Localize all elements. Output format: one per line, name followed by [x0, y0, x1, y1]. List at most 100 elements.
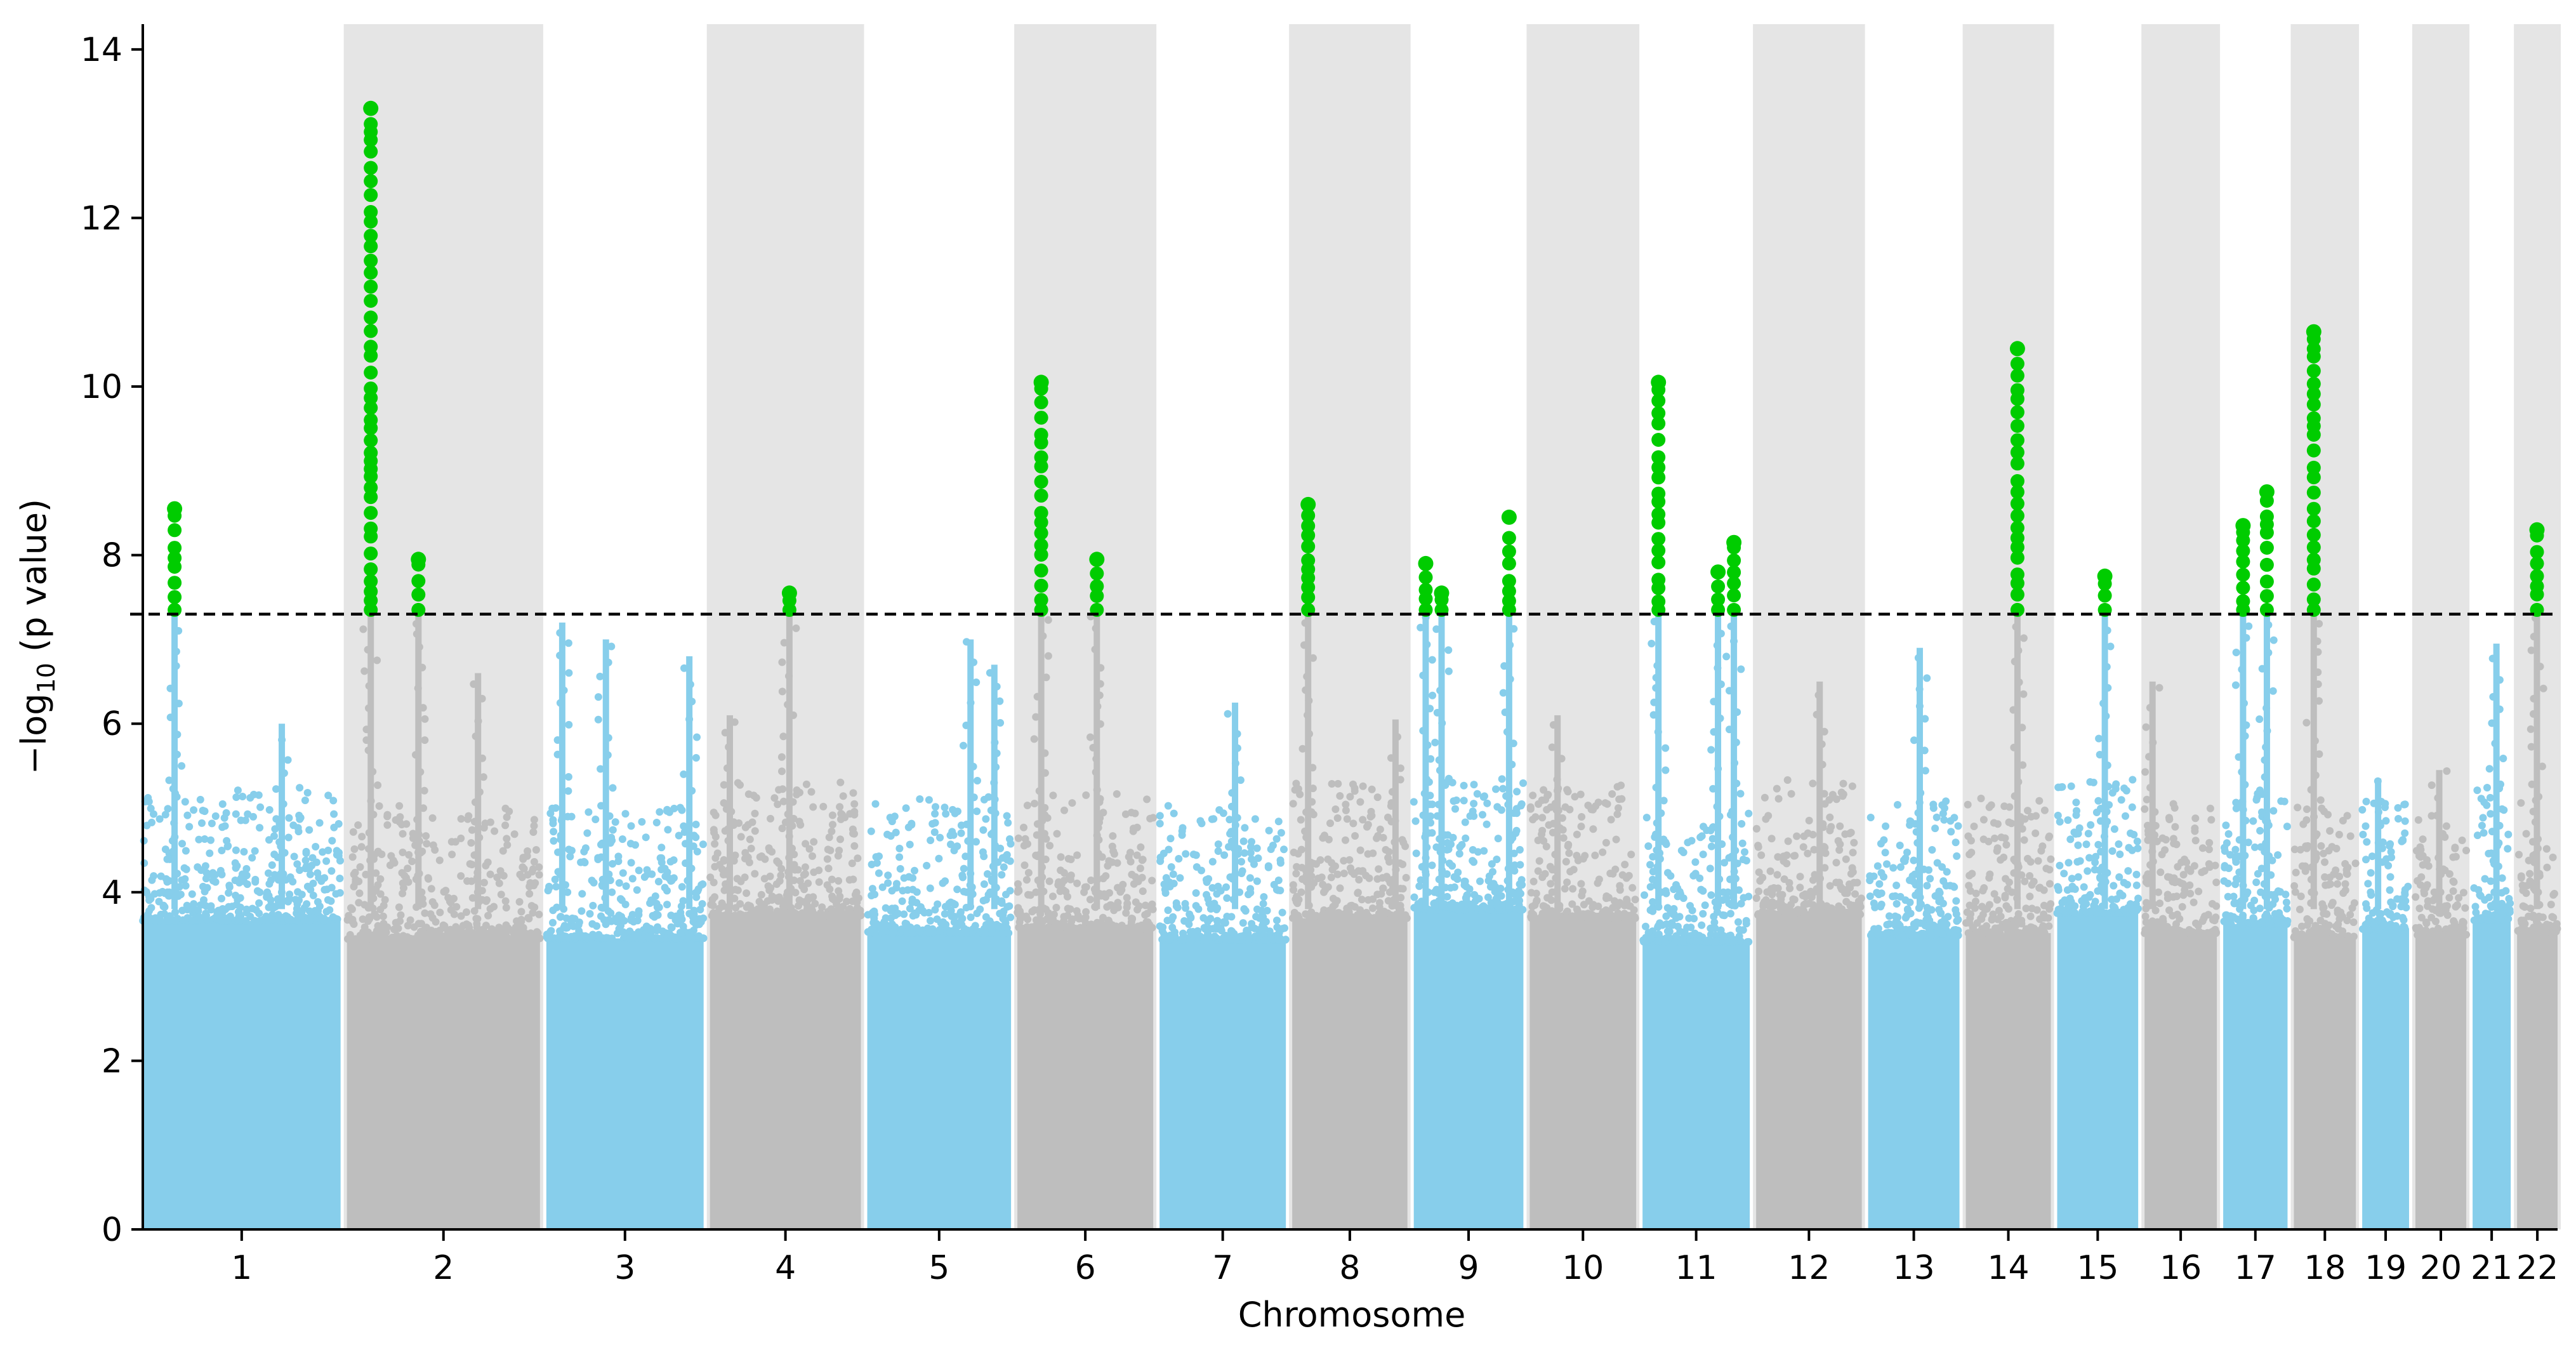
point [182, 847, 190, 855]
point [906, 904, 914, 913]
point [524, 871, 532, 879]
point [1192, 851, 1200, 859]
point [1662, 912, 1670, 920]
point [642, 922, 651, 930]
point [1826, 882, 1834, 890]
point [1483, 904, 1491, 913]
point [515, 935, 524, 943]
point [836, 907, 844, 915]
point [1245, 936, 1253, 944]
point [1938, 863, 1946, 871]
point-cloud-4 [710, 915, 861, 1229]
point [827, 905, 835, 913]
point [2149, 929, 2157, 937]
point [1559, 826, 1567, 834]
point [1351, 832, 1359, 840]
point [595, 932, 604, 941]
point [1156, 853, 1165, 861]
point [2169, 878, 2177, 886]
point [1181, 899, 1189, 908]
point [399, 830, 407, 838]
point [1614, 914, 1622, 922]
point [927, 837, 935, 844]
point [152, 917, 160, 925]
point [1621, 861, 1629, 869]
point [1971, 904, 1979, 912]
point [2071, 830, 2080, 838]
point [1131, 809, 1139, 817]
point [1455, 850, 1463, 858]
point [1932, 813, 1941, 821]
point [2007, 819, 2016, 828]
point [211, 878, 220, 886]
point [244, 810, 252, 818]
point [732, 904, 740, 912]
point [589, 901, 597, 910]
point [868, 885, 876, 893]
point [2254, 920, 2262, 928]
point [452, 934, 460, 943]
point [305, 864, 314, 873]
point [1569, 866, 1578, 874]
point [436, 908, 444, 917]
point [1014, 885, 1022, 894]
point [783, 912, 791, 920]
point [2473, 786, 2481, 795]
point [1378, 914, 1386, 922]
point [1672, 932, 1681, 940]
point [1613, 810, 1622, 818]
point [2115, 840, 2123, 848]
point [1023, 802, 1031, 809]
point [619, 869, 627, 877]
point [1642, 922, 1649, 930]
point [757, 890, 765, 899]
point [1738, 820, 1746, 828]
point [807, 788, 816, 796]
point [744, 821, 752, 829]
point [1925, 917, 1934, 925]
point [1351, 903, 1359, 911]
point [1385, 848, 1393, 856]
point [622, 882, 630, 890]
point [1263, 906, 1271, 915]
point [1972, 889, 1980, 897]
point [654, 911, 662, 919]
point [1903, 849, 1911, 856]
point [358, 833, 366, 841]
point [2038, 842, 2047, 850]
point [287, 915, 295, 923]
point [588, 877, 596, 885]
point [2156, 899, 2164, 908]
point [2094, 797, 2103, 805]
point [289, 821, 298, 830]
point [947, 906, 955, 915]
point [777, 911, 784, 920]
point [501, 897, 510, 905]
point [1561, 885, 1569, 893]
point-cloud-12 [1756, 915, 1862, 1229]
point [1109, 832, 1117, 840]
point [2188, 928, 2196, 936]
point [1494, 835, 1502, 843]
point [1989, 910, 1997, 918]
point [1623, 896, 1631, 904]
point [1691, 937, 1699, 945]
point [1254, 933, 1262, 941]
point-cloud-19 [2362, 930, 2409, 1229]
point [843, 897, 850, 906]
point [1461, 818, 1469, 826]
point [525, 882, 534, 890]
point [2483, 916, 2492, 924]
point [2462, 930, 2470, 939]
point [2040, 806, 2049, 814]
point [1123, 894, 1131, 902]
point [1133, 906, 1142, 914]
point [635, 866, 643, 875]
point [2445, 894, 2454, 902]
point [1003, 812, 1011, 820]
point [1578, 892, 1586, 899]
point [1766, 867, 1774, 875]
point [828, 875, 836, 883]
point [448, 850, 456, 859]
point [1149, 905, 1157, 913]
